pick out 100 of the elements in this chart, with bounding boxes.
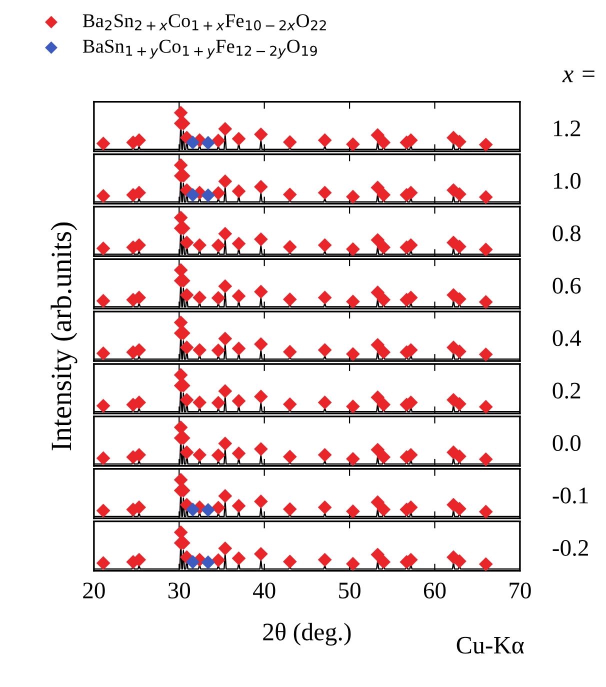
point xyxy=(376,555,391,569)
point xyxy=(186,188,200,202)
point xyxy=(201,502,216,517)
point xyxy=(174,472,188,487)
text: 0.8 xyxy=(552,225,581,242)
point xyxy=(174,106,188,120)
point xyxy=(174,368,188,382)
point xyxy=(218,384,232,398)
point xyxy=(282,188,297,202)
point xyxy=(96,398,110,413)
point xyxy=(452,240,466,254)
point xyxy=(192,396,207,410)
point xyxy=(376,292,391,307)
point xyxy=(254,284,268,299)
point xyxy=(346,452,360,466)
point xyxy=(318,186,332,200)
point xyxy=(211,238,226,252)
point xyxy=(254,442,268,456)
point xyxy=(452,502,466,516)
point xyxy=(478,557,493,572)
point xyxy=(232,394,246,408)
point xyxy=(370,390,385,404)
point xyxy=(174,158,188,172)
point xyxy=(96,556,110,570)
point xyxy=(186,555,200,569)
text: 0.2 xyxy=(552,382,580,399)
point xyxy=(180,236,194,250)
point xyxy=(318,448,332,462)
point xyxy=(180,288,194,302)
point xyxy=(282,344,297,359)
text: 0.6 xyxy=(552,278,581,294)
point xyxy=(232,498,246,513)
point xyxy=(346,137,360,152)
point xyxy=(232,342,246,356)
text: 0.0 xyxy=(552,435,581,452)
point xyxy=(370,495,385,510)
point xyxy=(318,343,332,357)
point xyxy=(282,502,297,516)
point xyxy=(174,316,188,330)
point xyxy=(174,525,188,540)
point xyxy=(180,340,194,354)
point xyxy=(186,136,200,150)
point xyxy=(478,504,493,519)
point xyxy=(346,294,360,309)
x-tick-label: 70 xyxy=(510,582,531,598)
point xyxy=(318,290,332,305)
point xyxy=(376,136,391,150)
point xyxy=(478,190,493,204)
point xyxy=(370,338,385,352)
point xyxy=(218,174,232,188)
point xyxy=(478,347,493,362)
point xyxy=(201,555,216,570)
point xyxy=(211,500,226,515)
point xyxy=(318,238,332,252)
text: 0.4 xyxy=(552,330,582,346)
text: x = xyxy=(562,70,594,82)
point xyxy=(376,345,391,360)
point xyxy=(452,554,466,568)
point xyxy=(254,127,268,142)
point xyxy=(232,551,246,566)
point xyxy=(218,332,232,346)
point xyxy=(218,122,232,136)
point xyxy=(232,446,246,460)
point xyxy=(282,240,297,254)
point xyxy=(96,241,110,256)
point xyxy=(452,344,466,358)
point xyxy=(452,449,466,464)
y-axis-title: Intensity (arb.units) xyxy=(50,222,78,450)
point xyxy=(180,392,194,407)
text: Ba$_{2}$Sn$_{2+x}$Co$_{1+x}$Fe$_{10−2x}$O$_{22}$ xyxy=(82,14,326,30)
point xyxy=(218,279,232,294)
point xyxy=(282,135,297,150)
point xyxy=(370,442,385,457)
point xyxy=(478,242,493,256)
point xyxy=(96,136,110,150)
point xyxy=(232,184,246,198)
point xyxy=(218,226,232,241)
point xyxy=(218,489,232,503)
point xyxy=(254,546,268,561)
point xyxy=(376,240,391,254)
point xyxy=(211,291,226,305)
point xyxy=(346,556,360,571)
point xyxy=(192,290,207,305)
x-tick-label: 40 xyxy=(252,582,276,598)
point xyxy=(346,190,360,204)
point xyxy=(376,188,391,202)
point xyxy=(370,128,385,142)
point xyxy=(282,397,297,412)
point xyxy=(254,390,268,404)
point xyxy=(452,134,466,149)
point xyxy=(376,398,391,412)
x-tick-label: 20 xyxy=(83,582,105,598)
point xyxy=(254,337,268,352)
point xyxy=(370,548,385,562)
point xyxy=(318,396,332,410)
point xyxy=(232,236,246,251)
point xyxy=(211,448,226,462)
point xyxy=(346,242,360,256)
point xyxy=(318,500,332,514)
point xyxy=(96,346,110,360)
